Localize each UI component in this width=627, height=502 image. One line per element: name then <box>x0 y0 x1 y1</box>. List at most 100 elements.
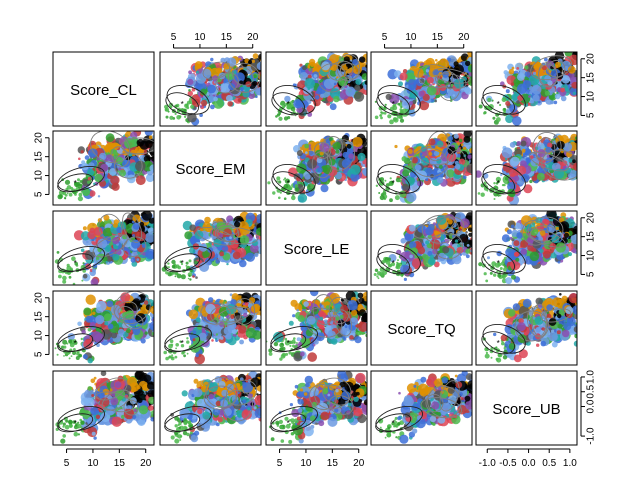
data-point <box>401 275 403 278</box>
data-point <box>199 244 208 252</box>
data-point <box>77 178 80 182</box>
data-point <box>382 270 388 276</box>
data-point <box>454 239 459 243</box>
data-point <box>82 269 86 273</box>
data-point <box>503 183 506 187</box>
data-point <box>87 230 96 240</box>
data-point <box>516 67 520 70</box>
data-point <box>167 262 170 265</box>
panel-border <box>475 51 578 127</box>
data-point <box>456 246 464 254</box>
data-point <box>503 108 506 111</box>
data-point <box>105 133 115 143</box>
data-point <box>252 81 258 86</box>
data-point <box>333 95 340 103</box>
data-point <box>385 259 388 262</box>
data-point <box>287 186 292 191</box>
data-point <box>192 102 196 106</box>
data-point <box>555 226 559 231</box>
data-point <box>428 152 433 156</box>
data-point <box>499 103 502 107</box>
data-point <box>232 251 241 260</box>
data-point <box>530 99 535 104</box>
data-point <box>564 167 571 174</box>
data-point <box>531 85 542 95</box>
data-point <box>399 108 403 111</box>
data-point <box>80 190 83 193</box>
data-point <box>255 95 258 98</box>
data-point <box>189 278 192 281</box>
cluster-ellipse <box>271 92 305 116</box>
cluster-ellipse <box>521 220 549 246</box>
data-point <box>278 112 281 115</box>
data-point <box>380 260 385 265</box>
data-point <box>66 185 72 190</box>
data-point <box>414 164 421 171</box>
cluster-ellipse <box>166 85 210 115</box>
data-point <box>480 192 485 197</box>
data-point <box>102 227 113 238</box>
data-point <box>377 277 380 280</box>
data-point <box>467 77 472 86</box>
data-point <box>478 262 483 267</box>
data-point <box>194 61 203 69</box>
data-point <box>56 353 59 356</box>
data-point <box>237 98 242 103</box>
data-point <box>87 180 91 185</box>
cluster-ellipse <box>377 164 421 194</box>
data-point <box>407 149 413 154</box>
data-point <box>425 69 430 73</box>
data-point <box>505 101 511 106</box>
data-point <box>422 93 430 101</box>
data-point <box>513 251 519 257</box>
data-point <box>354 91 365 102</box>
cluster-ellipse <box>122 212 143 243</box>
data-point <box>453 133 459 139</box>
data-point <box>402 169 410 177</box>
cluster-ellipse <box>535 137 556 165</box>
data-point <box>66 265 72 271</box>
data-point <box>467 52 472 58</box>
data-point <box>62 279 67 284</box>
data-point <box>531 247 537 253</box>
data-point <box>145 248 154 259</box>
data-point <box>499 267 503 270</box>
data-point <box>213 96 218 102</box>
data-point <box>78 157 81 161</box>
data-point <box>551 235 560 244</box>
data-point <box>87 327 92 332</box>
data-point <box>308 68 312 72</box>
cluster-ellipse <box>216 226 259 245</box>
data-point <box>487 97 492 102</box>
data-point <box>379 180 384 186</box>
cluster-center-mark: * <box>74 259 77 268</box>
data-point <box>199 113 203 117</box>
data-point <box>83 307 92 316</box>
panel-score-cl-vs-score-le: * <box>265 51 368 127</box>
data-point <box>432 69 439 76</box>
data-point <box>309 62 315 67</box>
data-point <box>400 262 403 265</box>
data-point <box>279 191 282 194</box>
data-point <box>321 61 331 71</box>
data-point <box>408 101 414 106</box>
data-point <box>361 73 367 80</box>
data-point <box>511 274 516 280</box>
data-point <box>409 90 418 99</box>
data-point <box>125 328 131 334</box>
data-point <box>184 231 193 240</box>
cluster-ellipse <box>272 85 316 115</box>
data-point <box>495 176 501 182</box>
panel-score-cl-vs-score-tq: * <box>370 51 473 127</box>
cluster-ellipse <box>482 244 526 274</box>
panel-score-em-vs-score-cl: * <box>52 130 155 206</box>
data-point <box>258 53 261 60</box>
data-point <box>534 63 540 69</box>
data-point <box>245 252 255 262</box>
data-point <box>304 143 310 149</box>
data-point <box>510 224 515 229</box>
cluster-ellipse <box>271 171 305 195</box>
data-point <box>493 273 497 277</box>
cluster-ellipse <box>421 214 459 244</box>
data-point <box>454 163 461 170</box>
